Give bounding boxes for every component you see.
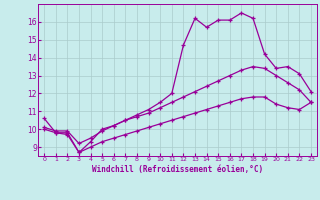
X-axis label: Windchill (Refroidissement éolien,°C): Windchill (Refroidissement éolien,°C) (92, 165, 263, 174)
